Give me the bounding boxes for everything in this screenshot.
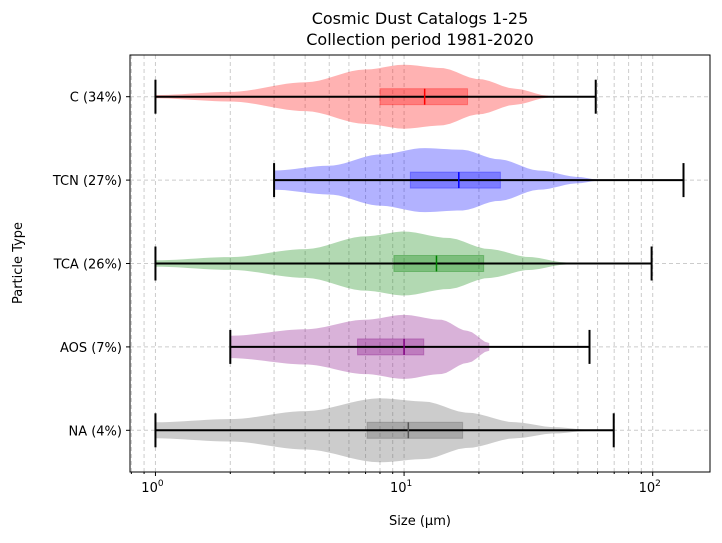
y-tick-label: C (34%) (70, 91, 122, 106)
violin-aos (229, 314, 591, 379)
y-tick-label: AOS (7%) (60, 341, 122, 356)
x-axis-label: Size (µm) (389, 514, 451, 529)
chart-subtitle: Collection period 1981-2020 (306, 30, 534, 49)
x-tick-label: 100 (141, 479, 164, 496)
chart-title: Cosmic Dust Catalogs 1-25 (312, 9, 529, 28)
violins (154, 64, 685, 463)
y-tick-label: NA (4%) (68, 424, 122, 439)
y-tick-label: TCA (26%) (53, 258, 122, 273)
violin-c (154, 64, 597, 129)
x-tick-label: 102 (639, 479, 661, 496)
violin-tcn (273, 148, 685, 213)
y-axis-label: Particle Type (11, 222, 26, 304)
y-tick-label: TCN (27%) (52, 174, 122, 189)
violin-tca (154, 231, 653, 296)
violin-na (154, 398, 615, 463)
axes: 100 101 102 C (34%) TCN (27%) TCA (26%) AOS (7… (52, 91, 661, 496)
x-tick-label: 101 (390, 479, 412, 496)
